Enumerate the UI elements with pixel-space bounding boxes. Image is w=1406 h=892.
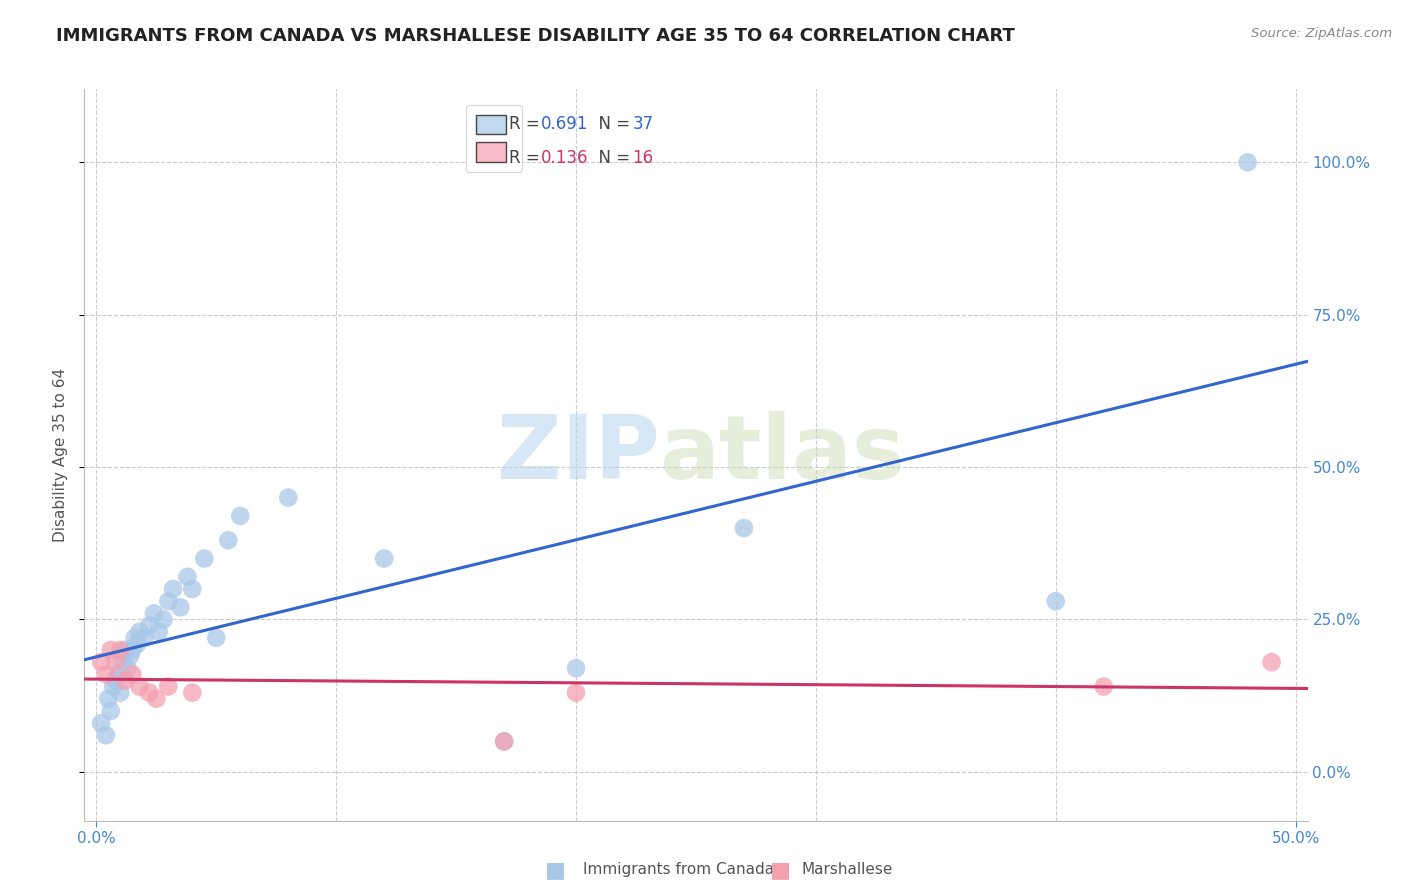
- Point: [110, 686, 132, 700]
- Text: 37: 37: [633, 115, 654, 133]
- Point: [142, 607, 165, 621]
- Point: [1045, 594, 1067, 608]
- Point: [277, 491, 299, 505]
- Point: [162, 582, 184, 596]
- Legend: , : ,: [465, 105, 523, 171]
- Point: [373, 551, 395, 566]
- Point: [104, 673, 127, 688]
- Text: ZIP: ZIP: [496, 411, 659, 499]
- Point: [733, 521, 755, 535]
- Point: [107, 667, 129, 681]
- Text: 0.691: 0.691: [541, 115, 588, 133]
- Text: R =: R =: [509, 115, 544, 133]
- Point: [118, 649, 141, 664]
- Point: [90, 655, 112, 669]
- Text: 16: 16: [633, 149, 654, 167]
- Point: [217, 533, 239, 548]
- Point: [110, 643, 132, 657]
- Text: ■: ■: [770, 860, 790, 880]
- Point: [97, 691, 120, 706]
- Text: 0.136: 0.136: [541, 149, 588, 167]
- Point: [169, 600, 191, 615]
- Point: [157, 680, 180, 694]
- Text: Source: ZipAtlas.com: Source: ZipAtlas.com: [1251, 27, 1392, 40]
- Text: ■: ■: [546, 860, 565, 880]
- Point: [565, 661, 588, 675]
- Point: [1092, 680, 1115, 694]
- Point: [1260, 655, 1282, 669]
- Point: [148, 624, 170, 639]
- Point: [114, 643, 136, 657]
- Point: [494, 734, 516, 748]
- Point: [134, 631, 156, 645]
- Text: Marshallese: Marshallese: [801, 863, 893, 877]
- Point: [176, 570, 198, 584]
- Point: [181, 686, 204, 700]
- Point: [1236, 155, 1258, 169]
- Point: [127, 637, 149, 651]
- Point: [121, 643, 143, 657]
- Point: [145, 691, 167, 706]
- Point: [193, 551, 215, 566]
- Point: [128, 680, 150, 694]
- Point: [138, 686, 160, 700]
- Text: N =: N =: [588, 115, 636, 133]
- Point: [100, 643, 122, 657]
- Point: [494, 734, 516, 748]
- Point: [94, 728, 117, 742]
- Point: [101, 680, 124, 694]
- Text: R =: R =: [509, 149, 544, 167]
- Point: [90, 716, 112, 731]
- Point: [205, 631, 228, 645]
- Text: Immigrants from Canada: Immigrants from Canada: [583, 863, 775, 877]
- Point: [104, 655, 127, 669]
- Point: [114, 673, 136, 688]
- Text: atlas: atlas: [659, 411, 905, 499]
- Point: [229, 508, 252, 523]
- Point: [181, 582, 204, 596]
- Point: [124, 631, 146, 645]
- Point: [157, 594, 180, 608]
- Text: IMMIGRANTS FROM CANADA VS MARSHALLESE DISABILITY AGE 35 TO 64 CORRELATION CHART: IMMIGRANTS FROM CANADA VS MARSHALLESE DI…: [56, 27, 1015, 45]
- Point: [117, 661, 139, 675]
- Point: [152, 613, 174, 627]
- Point: [128, 624, 150, 639]
- Point: [121, 667, 143, 681]
- Point: [565, 686, 588, 700]
- Point: [100, 704, 122, 718]
- Point: [138, 618, 160, 632]
- Y-axis label: Disability Age 35 to 64: Disability Age 35 to 64: [53, 368, 69, 542]
- Point: [94, 667, 117, 681]
- Text: N =: N =: [588, 149, 636, 167]
- Point: [111, 655, 134, 669]
